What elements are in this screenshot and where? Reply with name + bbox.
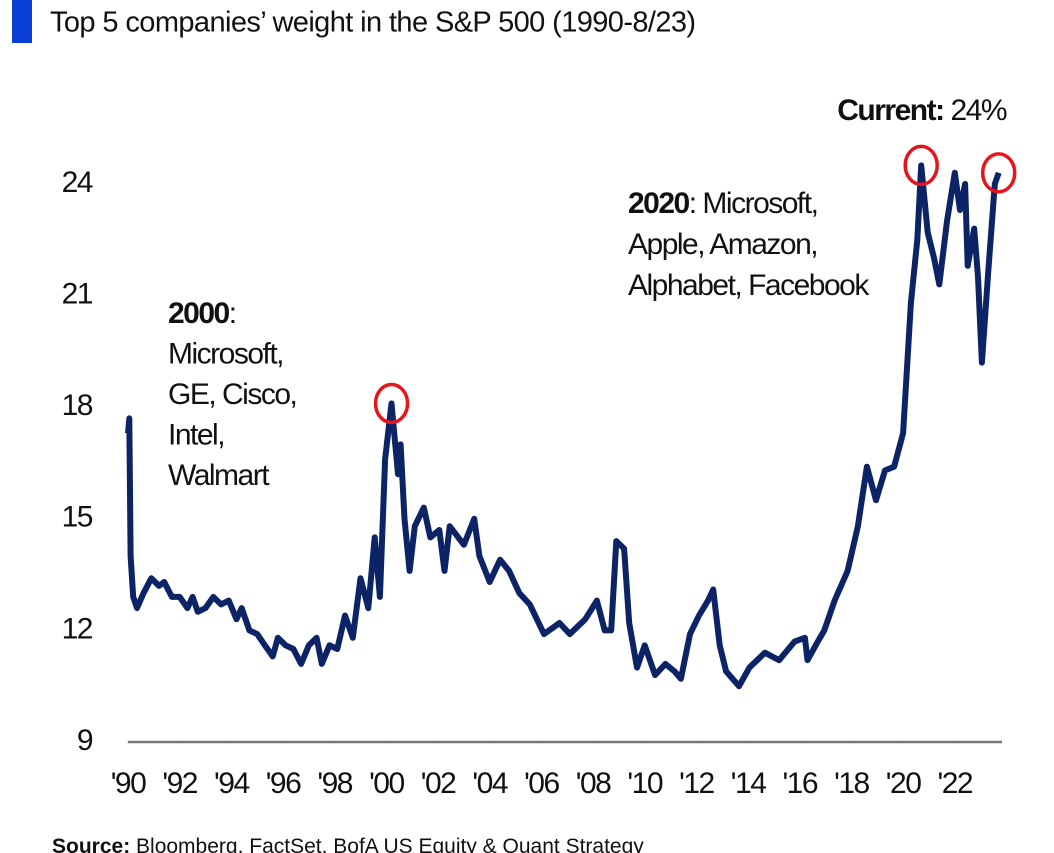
line <box>125 162 1002 690</box>
annotation-line: Alphabet, Facebook <box>628 269 870 302</box>
highlight-circle <box>903 144 939 187</box>
annotation-line: Walmart <box>168 459 270 492</box>
annotation: 2000: <box>168 297 236 330</box>
annotation: 2020: Microsoft, <box>628 187 817 220</box>
y-tick-label: 15 <box>62 501 93 534</box>
x-tick-label: '18 <box>834 767 869 800</box>
y-tick-label: 12 <box>62 612 93 645</box>
x-tick-label: '08 <box>576 767 611 800</box>
annotation-text: : <box>229 297 236 330</box>
source-label: Source: <box>52 835 130 853</box>
x-tick-label: '22 <box>937 767 972 800</box>
annotation-text: : Microsoft, <box>689 187 818 220</box>
x-tick-label: '94 <box>214 767 249 800</box>
annotation-line: Apple, Amazon, <box>628 228 817 261</box>
annotation-bold: 2020 <box>628 187 690 220</box>
source-text: Bloomberg, FactSet, BofA US Equity & Qua… <box>130 835 644 853</box>
highlight-circle <box>980 152 1017 194</box>
x-tick-label: '90 <box>111 767 146 800</box>
annotation-bold: Current: <box>837 94 943 127</box>
x-tick-label: '04 <box>472 767 507 800</box>
annotation-line: GE, Cisco, <box>168 378 296 411</box>
x-tick-label: '00 <box>369 767 404 800</box>
x-tick-label: '10 <box>627 767 662 800</box>
x-tick-label: '02 <box>421 767 456 800</box>
annotation-line: Microsoft, <box>168 337 283 370</box>
y-tick-label: 21 <box>62 278 93 311</box>
annotation-text: 24% <box>944 94 1007 127</box>
source: Source: Bloomberg, FactSet, BofA US Equi… <box>52 835 644 853</box>
annotation-bold: 2000 <box>168 297 230 330</box>
annotation-line: Intel, <box>168 418 224 451</box>
y-tick-label: 24 <box>62 166 93 199</box>
x-tick-label: '20 <box>886 767 921 800</box>
x-tick-label: '06 <box>524 767 559 800</box>
x-tick-label: '92 <box>162 767 197 800</box>
x-tick-label: '12 <box>679 767 714 800</box>
chart-subtitle: Top 5 companies’ weight in the S&P 500 (… <box>50 7 695 39</box>
x-tick-label: '98 <box>317 767 352 800</box>
x-tick-label: '16 <box>782 767 817 800</box>
y-tick-label: 9 <box>77 724 93 757</box>
highlight-circle <box>373 382 410 425</box>
y-tick-label: 18 <box>62 389 93 422</box>
x-tick-label: '14 <box>731 767 766 800</box>
annotation: Current: 24% <box>837 94 1007 127</box>
accent-bar <box>12 0 32 43</box>
x-tick-label: '96 <box>266 767 301 800</box>
